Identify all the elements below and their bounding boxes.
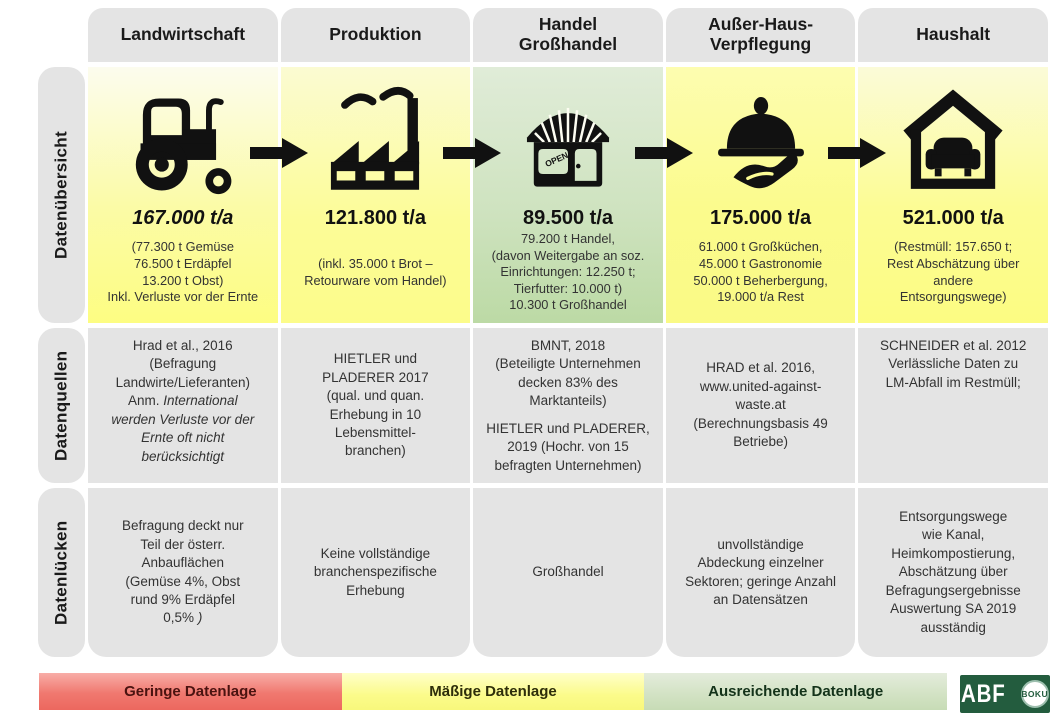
sources-cell-haushalt: SCHNEIDER et al. 2012 Verlässliche Daten … [858,328,1048,483]
boku-logo-circle: BOKU [1020,680,1049,708]
legend-geringe-datenlage: Geringe Datenlage [39,673,342,710]
cloche-hand-icon [706,79,816,203]
arrow-right-icon [250,136,308,170]
legend-bar: Geringe Datenlage Mäßige Datenlage Ausre… [39,673,948,710]
tractor-icon [124,79,242,203]
storefront-icon: OPEN [511,79,625,203]
overview-cell-handel: OPEN 89.500 t/a 79.200 t Handel, (davon W… [473,67,663,323]
overview-cell-landwirtschaft: 167.000 t/a (77.300 t Gemüse 76.500 t Erd… [88,67,278,323]
abf-boku-logo: ABF BOKU [960,675,1050,713]
amount-produktion: 121.800 t/a [324,207,426,229]
row-label-datenluecken: Datenlücken [38,488,85,657]
amount-detail-landwirtschaft: (77.300 t Gemüse 76.500 t Erdäpfel 13.200 … [107,239,259,305]
overview-cell-ausser-haus: 175.000 t/a 61.000 t Großküchen, 45.000 t… [665,67,856,323]
column-header-ausser-haus-verpflegung: Außer-Haus- Verpflegung [665,8,856,62]
amount-detail-produktion: (inkl. 35.000 t Brot – Retourware vom Han… [304,255,447,288]
legend-ausreichende-datenlage: Ausreichende Datenlage [644,673,948,710]
amount-detail-haushalt: (Restmüll: 157.650 t; Rest Abschätzung üb… [887,239,1020,305]
factory-icon [317,79,433,203]
row-label-datenquellen: Datenquellen [38,328,85,483]
amount-ausser-haus: 175.000 t/a [709,207,812,229]
sources-cell-ausser-haus: HRAD et al. 2016, www.united-against-wast… [665,328,856,483]
house-sofa-icon [896,79,1010,203]
boku-logo-text: BOKU [1021,689,1049,699]
gaps-cell-ausser-haus: unvollständige Abdeckung einzelner Sektore… [665,488,856,657]
legend-maessige-datenlage: Mäßige Datenlage [341,673,645,710]
sources-cell-handel: BMNT, 2018 (Beteiligte Unternehmen decken … [473,328,663,483]
column-header-landwirtschaft: Landwirtschaft [88,8,278,62]
gaps-cell-handel: Großhandel [473,488,663,657]
arrow-right-icon [828,136,886,170]
column-header-produktion: Produktion [280,8,471,62]
abf-logo-text: ABF [961,679,1006,708]
sources-cell-landwirtschaft: Hrad et al., 2016 (Befragung Landwirte/Lie… [88,328,278,483]
gaps-cell-landwirtschaft: Befragung deckt nur Teil der österr. Anbau… [88,488,278,657]
amount-detail-ausser-haus: 61.000 t Großküchen, 45.000 t Gastronomie… [693,239,828,305]
row-label-datenuebersicht: Datenübersicht [38,67,85,323]
amount-haushalt: 521.000 t/a [902,207,1004,229]
sources-cell-produktion: HIETLER und PLADERER 2017 (qual. und quan.… [280,328,471,483]
column-header-haushalt: Haushalt [858,8,1048,62]
amount-landwirtschaft: 167.000 t/a [132,207,234,229]
gaps-cell-produktion: Keine vollständige branchenspezifische Erh… [280,488,471,657]
data-table: Landwirtschaft Produktion Handel Großhand… [38,8,1048,657]
amount-detail-handel: 79.200 t Handel, (davon Weitergabe an soz… [491,230,645,313]
arrow-right-icon [635,136,693,170]
gaps-cell-haushalt: Entsorgungswege wie Kanal, Heimkompostieru… [858,488,1048,657]
open-sign-label: OPEN [543,150,569,169]
overview-cell-haushalt: 521.000 t/a (Restmüll: 157.650 t; Rest Ab… [858,67,1048,323]
overview-cell-produktion: 121.800 t/a (inkl. 35.000 t Brot – Retour… [280,67,471,323]
arrow-right-icon [443,136,501,170]
amount-handel: 89.500 t/a [522,207,614,229]
column-header-handel-grosshandel: Handel Großhandel [473,8,663,62]
